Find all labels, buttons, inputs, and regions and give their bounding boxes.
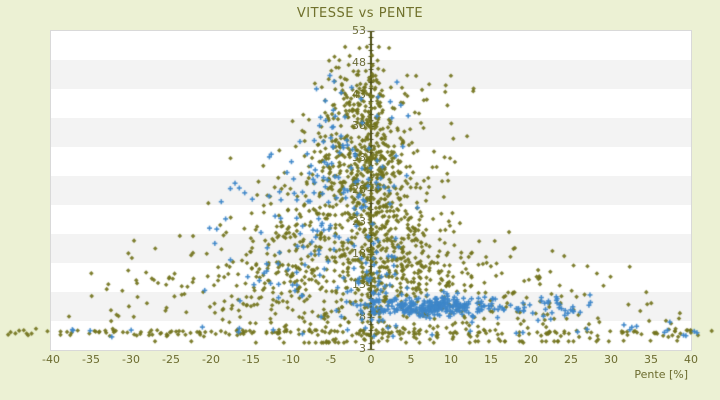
x-tick-label: 5 [407, 353, 415, 366]
x-tick-label: 10 [444, 353, 458, 366]
x-axis-title: Pente [%] [634, 368, 688, 381]
x-tick-label: -40 [42, 353, 60, 366]
x-tick-label: 30 [604, 353, 618, 366]
x-tick-label: -10 [282, 353, 300, 366]
x-tick-label: 35 [644, 353, 658, 366]
x-tick-label: 0 [367, 353, 375, 366]
x-tick-label: -15 [242, 353, 260, 366]
x-tick-label: 15 [484, 353, 498, 366]
x-tick-label: -20 [202, 353, 220, 366]
x-tick-label: 20 [524, 353, 538, 366]
x-tick-label: -5 [325, 353, 337, 366]
x-tick-label: -35 [82, 353, 100, 366]
x-tick-label: 25 [564, 353, 578, 366]
x-tick-label: -30 [122, 353, 140, 366]
x-tick-label: -25 [162, 353, 180, 366]
x-tick-label: 40 [684, 353, 698, 366]
